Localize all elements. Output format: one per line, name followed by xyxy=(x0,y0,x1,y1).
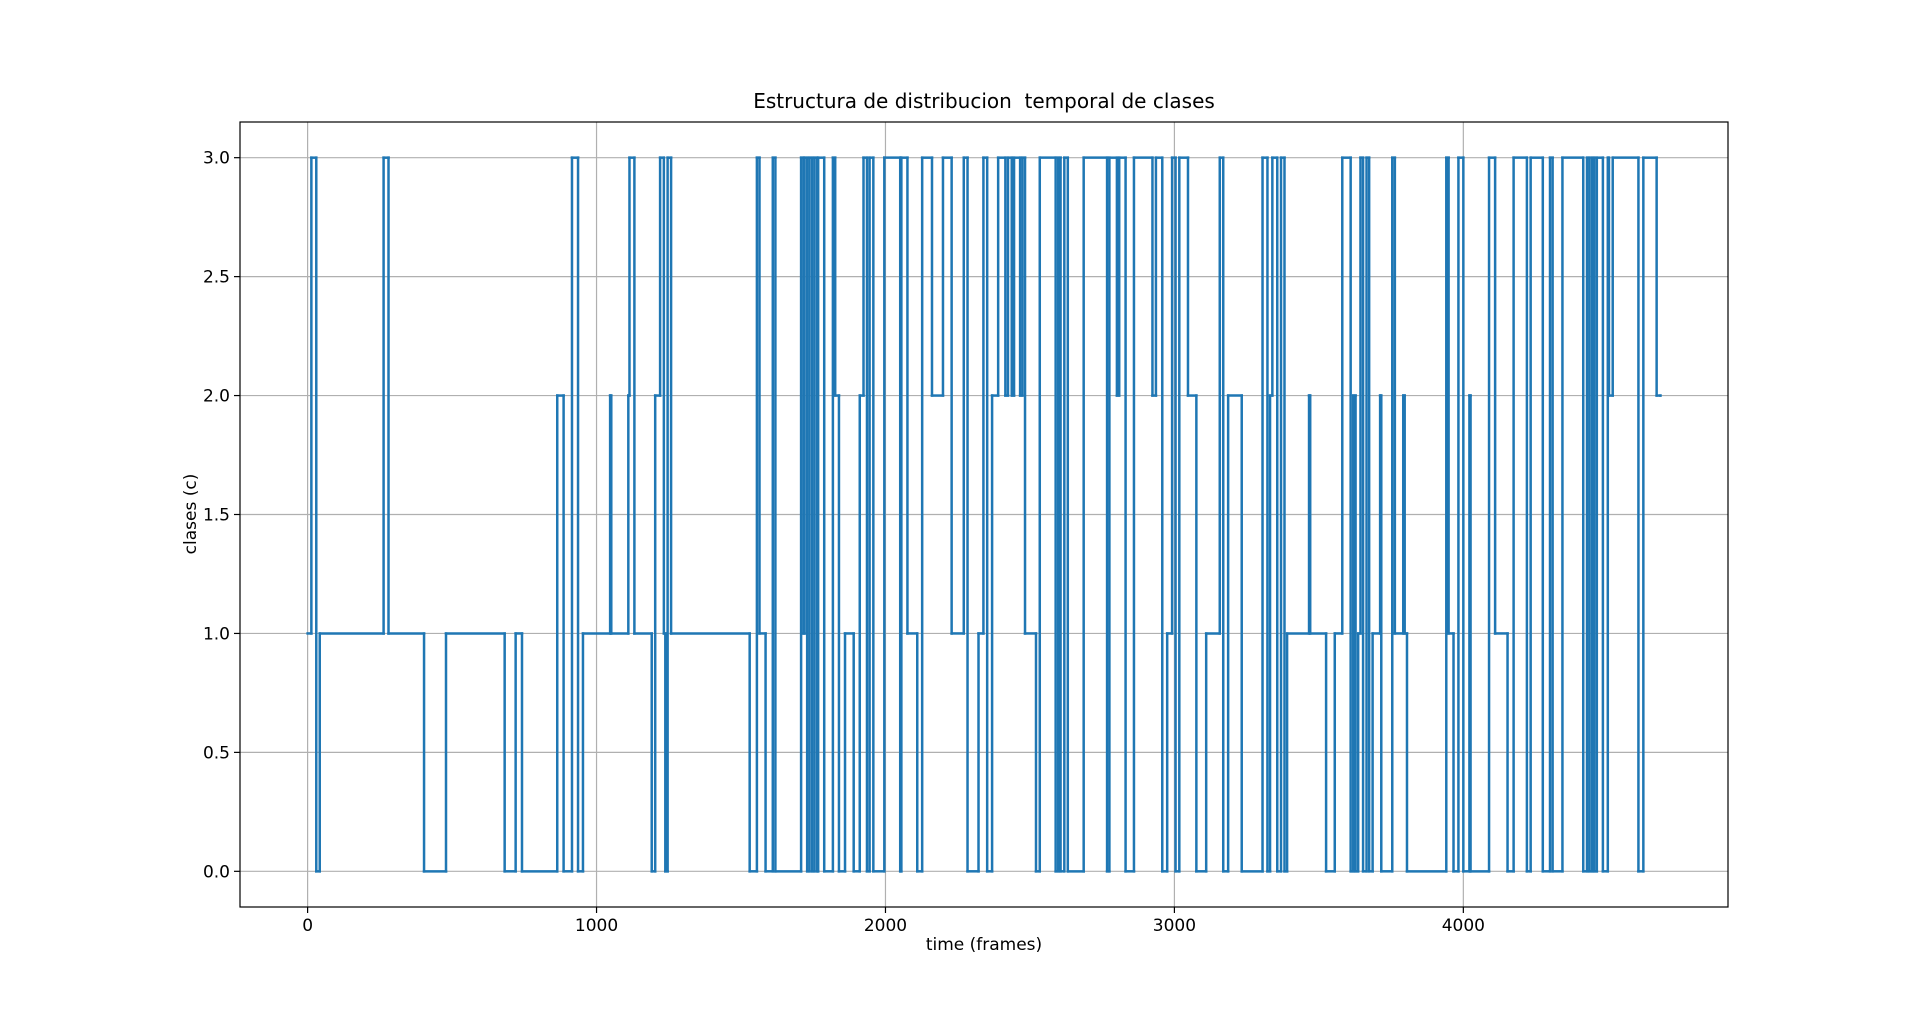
y-tick-label: 1.0 xyxy=(203,624,230,644)
x-tick-label: 2000 xyxy=(864,916,907,936)
y-tick-label: 1.5 xyxy=(203,506,230,526)
chart-title: Estructura de distribucion temporal de c… xyxy=(753,89,1215,113)
x-tick-label: 3000 xyxy=(1153,916,1196,936)
x-axis-label: time (frames) xyxy=(926,935,1042,955)
y-tick-label: 0.0 xyxy=(203,862,230,882)
y-tick-label: 2.0 xyxy=(203,387,230,407)
plot-frame xyxy=(239,121,1729,908)
x-tick-label: 4000 xyxy=(1442,916,1485,936)
y-axis-label: clases (c) xyxy=(181,474,201,555)
x-tick-label: 1000 xyxy=(575,916,618,936)
x-tick-label: 0 xyxy=(302,916,313,936)
y-tick-label: 2.5 xyxy=(203,268,230,288)
y-tick-label: 3.0 xyxy=(203,149,230,169)
y-tick-label: 0.5 xyxy=(203,743,230,763)
